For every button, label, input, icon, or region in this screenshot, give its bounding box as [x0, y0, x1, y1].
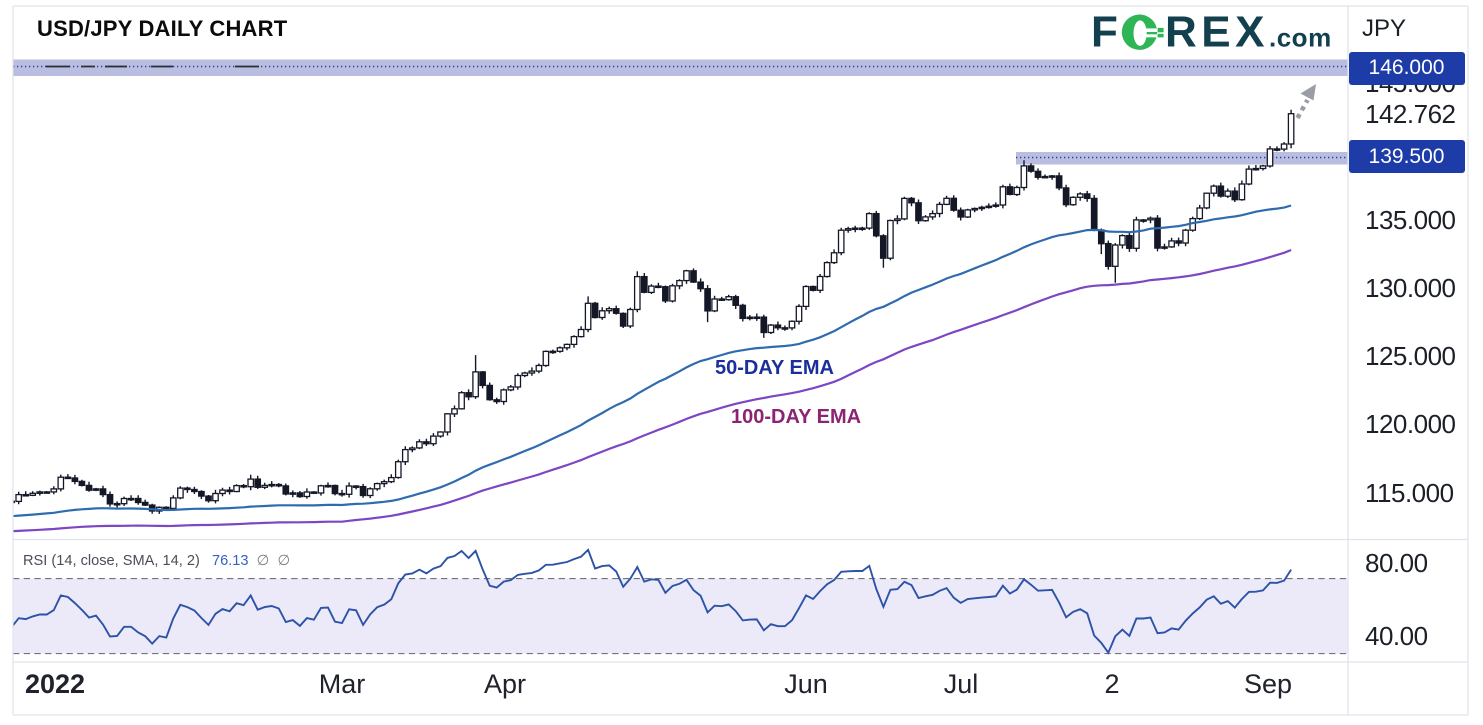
svg-text:REX: REX: [1165, 7, 1269, 54]
svg-text:.com: .com: [1269, 22, 1332, 52]
svg-text:F: F: [1091, 7, 1118, 54]
